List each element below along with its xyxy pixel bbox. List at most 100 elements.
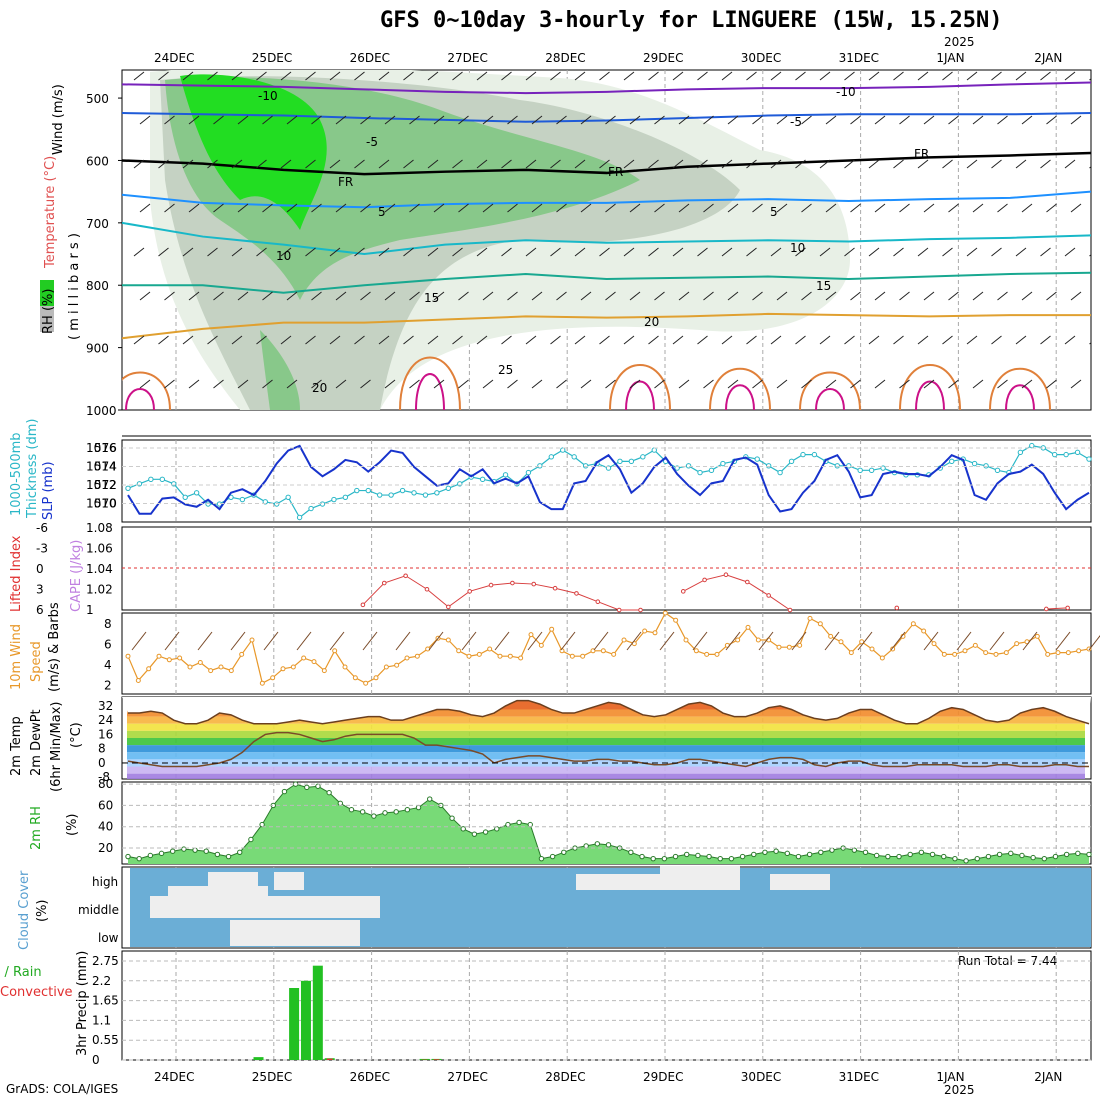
wind-barb <box>360 203 371 213</box>
wind-barb <box>164 115 175 125</box>
rh2m-line-point <box>684 851 690 858</box>
wind-barb <box>923 291 935 301</box>
thickness-line-point <box>994 467 1001 474</box>
wind-barb <box>409 379 420 389</box>
wind-barb <box>991 335 1002 345</box>
rh2m-line-point <box>147 852 154 859</box>
wind-barb <box>409 115 420 125</box>
contour-30 <box>915 380 945 410</box>
cape-line-point <box>381 580 387 586</box>
date-label-top: 31DEC <box>839 51 879 65</box>
thickness-line-point <box>811 451 818 458</box>
rh2m-line-point <box>371 813 377 819</box>
thickness-line-point <box>765 463 772 469</box>
thickness-line-point <box>159 476 166 483</box>
wind-barb <box>1046 291 1057 301</box>
wind10m-line-point <box>569 653 575 659</box>
wind-barb <box>139 379 151 389</box>
precip-convective-bar <box>326 1058 333 1060</box>
wind-barb <box>384 379 396 389</box>
rh2m-line-point <box>449 815 455 821</box>
wind-barb <box>1096 116 1100 124</box>
rh2m-line-point <box>505 821 511 828</box>
rh2m-line-point <box>527 821 533 828</box>
temp-color-band <box>127 730 1085 738</box>
rh2m-line-point <box>181 846 187 852</box>
wind10m-barb <box>1088 635 1100 651</box>
cape-line-point <box>467 589 472 594</box>
wind-barb <box>433 379 445 389</box>
contour-25 <box>989 367 1051 410</box>
wind10m-line-point <box>807 615 813 621</box>
wind-barb <box>207 335 218 345</box>
cape-line-point <box>616 607 622 613</box>
cape-line-point <box>680 589 686 594</box>
wind-barb <box>623 247 635 257</box>
wind-barb <box>1040 247 1051 257</box>
wind-barb <box>305 159 316 169</box>
wind10m-line-point <box>352 675 358 681</box>
wind10m-barb <box>692 631 708 651</box>
wind-barb <box>850 203 861 213</box>
thickness-line-point <box>548 454 554 460</box>
thickness-line-point <box>571 454 577 460</box>
temp-color-band <box>127 723 1085 731</box>
wind10m-line-point <box>301 655 307 661</box>
slp-axis-label: SLP (mb) <box>41 461 56 520</box>
wind10m-line-point <box>879 655 885 661</box>
wind-barb <box>133 335 145 345</box>
slp-tick: 1016 <box>86 441 117 455</box>
wind-barb <box>629 203 641 213</box>
wind10m-line-point <box>425 646 431 652</box>
wind-barb <box>580 115 592 125</box>
wind-barb <box>1070 115 1082 125</box>
rh2m-line-point <box>482 829 489 835</box>
wind-barb <box>188 379 200 389</box>
precip-tick: 0 <box>92 1053 100 1067</box>
thickness-tick: 572 <box>94 478 117 492</box>
contour-30 <box>1005 384 1035 410</box>
wind-barb <box>427 159 439 169</box>
rh2m-line-point <box>996 851 1003 858</box>
date-label-top: 29DEC <box>643 51 683 65</box>
thickness-line-point <box>365 487 371 494</box>
wind-barb <box>844 159 855 169</box>
wind-barb <box>752 291 763 301</box>
cloud-block <box>274 872 304 890</box>
year-label-bottom: 2025 <box>944 1083 975 1097</box>
wind-barb <box>280 335 292 345</box>
wind-barb <box>825 115 837 125</box>
wind-barb <box>360 291 371 301</box>
contour-25 <box>799 371 861 410</box>
year-label-top: 2025 <box>944 35 975 49</box>
wind-barb <box>158 335 169 345</box>
cape-line-point <box>510 580 515 586</box>
rh2m-line-point <box>1019 852 1025 859</box>
wind-barb <box>746 159 757 169</box>
wind10m-line-point <box>538 642 544 648</box>
rh2m-tick: 40 <box>98 820 113 834</box>
wind-barb <box>305 247 316 257</box>
wind-barb <box>752 203 763 213</box>
wind10m-line-point <box>187 664 193 670</box>
lifted-index-tick: 6 <box>36 603 44 617</box>
wind-barb <box>311 203 322 213</box>
wind-barb <box>164 379 175 389</box>
wind-barb <box>1046 203 1057 213</box>
thickness-tick: 576 <box>94 441 117 455</box>
rh2m-line-point <box>918 849 925 855</box>
wind-barb <box>507 379 518 389</box>
wind10m-barb <box>296 631 312 651</box>
contour-25 <box>609 364 671 410</box>
wind10m-line-point <box>797 642 803 648</box>
wind10m-line-point <box>394 662 400 668</box>
pressure-tick: 500 <box>86 92 109 106</box>
wind-barb <box>629 379 641 389</box>
wind-barb <box>574 335 586 345</box>
wind-barb <box>1096 204 1100 212</box>
wind-barb <box>948 203 959 213</box>
wind-barb <box>801 115 812 125</box>
thickness-line-point <box>949 458 955 465</box>
wind-barb <box>164 203 175 213</box>
wind-barb <box>531 115 543 125</box>
